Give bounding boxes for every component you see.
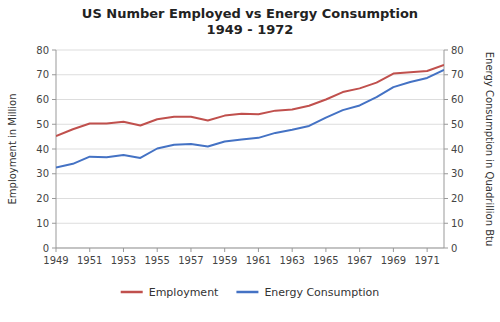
y-tick-label: 80: [36, 45, 49, 56]
legend-label: Employment: [149, 286, 219, 299]
y-tick: [52, 149, 56, 150]
series-line: [56, 70, 444, 168]
legend-item: Energy Consumption: [236, 286, 379, 299]
y2-tick-label: 60: [451, 94, 464, 105]
legend-item: Employment: [121, 286, 219, 299]
x-tick-label: 1967: [347, 255, 372, 266]
grid-line: [56, 198, 444, 199]
chart: US Number Employed vs Energy Consumption…: [0, 0, 500, 322]
x-tick-label: 1963: [279, 255, 304, 266]
grid-line: [56, 50, 444, 51]
y2-tick: [444, 99, 448, 100]
x-tick: [89, 248, 90, 252]
grid-line: [56, 99, 444, 100]
y2-tick: [444, 223, 448, 224]
y2-tick: [444, 173, 448, 174]
grid: [56, 50, 444, 248]
y2-tick-label: 30: [451, 168, 464, 179]
y-tick: [52, 74, 56, 75]
x-tick-label: 1959: [212, 255, 237, 266]
x-tick-label: 1957: [178, 255, 203, 266]
title-line: 1949 - 1972: [207, 22, 294, 37]
legend: Employment Energy Consumption: [121, 286, 380, 299]
legend-swatch: [121, 291, 143, 294]
x-tick: [157, 248, 158, 252]
y2-axis-label: Energy Consumption in Quadrillion Btu: [484, 52, 495, 247]
x-tick-label: 1955: [144, 255, 169, 266]
y-axis-label: Employment in Million: [7, 93, 18, 204]
y2-tick-label: 10: [451, 218, 464, 229]
x-tick: [393, 248, 394, 252]
x-tick: [56, 248, 57, 252]
y2-tick-label: 20: [451, 193, 464, 204]
grid-line: [56, 149, 444, 150]
x-tick-label: 1953: [111, 255, 136, 266]
x-tick-label: 1965: [313, 255, 338, 266]
y-tick: [52, 173, 56, 174]
y-tick: [52, 198, 56, 199]
x-tick-label: 1971: [414, 255, 439, 266]
y2-tick: [444, 50, 448, 51]
y2-tick: [444, 248, 448, 249]
x-tick: [258, 248, 259, 252]
grid-line: [56, 173, 444, 174]
y-axis: [56, 50, 57, 248]
x-tick: [123, 248, 124, 252]
y-tick-label: 60: [36, 94, 49, 105]
y2-tick-label: 0: [451, 243, 457, 254]
x-tick: [224, 248, 225, 252]
y-tick: [52, 223, 56, 224]
legend-swatch: [236, 291, 258, 294]
x-tick-label: 1949: [43, 255, 68, 266]
y-tick-label: 10: [36, 218, 49, 229]
series-group: [56, 65, 444, 168]
y-tick: [52, 248, 56, 249]
y-tick-label: 40: [36, 144, 49, 155]
x-tick: [325, 248, 326, 252]
legend-label: Energy Consumption: [264, 286, 379, 299]
y-tick-label: 0: [43, 243, 49, 254]
y-tick: [52, 99, 56, 100]
y2-tick-label: 80: [451, 45, 464, 56]
y-tick-label: 20: [36, 193, 49, 204]
grid-line: [56, 223, 444, 224]
title-line: US Number Employed vs Energy Consumption: [82, 6, 418, 21]
x-tick: [292, 248, 293, 252]
y2-tick: [444, 149, 448, 150]
y2-tick: [444, 74, 448, 75]
y2-tick-label: 40: [451, 144, 464, 155]
grid-line: [56, 124, 444, 125]
y2-axis: [444, 50, 445, 248]
x-tick-label: 1951: [77, 255, 102, 266]
y-tick: [52, 124, 56, 125]
y2-tick-label: 70: [451, 69, 464, 80]
x-tick: [359, 248, 360, 252]
y-tick-label: 30: [36, 168, 49, 179]
y-tick: [52, 50, 56, 51]
series-line: [56, 65, 444, 136]
x-tick-label: 1961: [246, 255, 271, 266]
x-tick: [427, 248, 428, 252]
y2-tick: [444, 124, 448, 125]
x-tick: [190, 248, 191, 252]
grid-line: [56, 74, 444, 75]
y2-tick-label: 50: [451, 119, 464, 130]
y-tick-label: 50: [36, 119, 49, 130]
title: US Number Employed vs Energy Consumption…: [82, 6, 418, 37]
y2-tick: [444, 198, 448, 199]
x-axis: [56, 248, 444, 249]
x-tick-label: 1969: [381, 255, 406, 266]
y-tick-label: 70: [36, 69, 49, 80]
grid-line: [56, 248, 444, 249]
